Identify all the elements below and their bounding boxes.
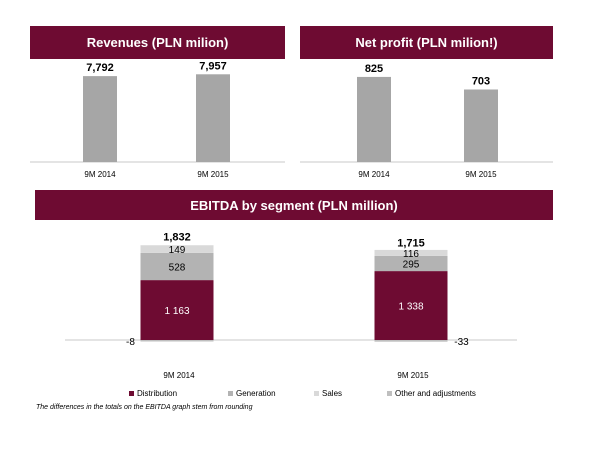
legend-label-1: Generation xyxy=(236,389,276,398)
ebitda-bar-1-label-0: 1 338 xyxy=(398,302,423,313)
footnote: The differences in the totals on the EBI… xyxy=(36,404,253,411)
ebitda-bar-0-segment-1 xyxy=(140,252,214,281)
ebitda-title: EBITDA by segment (PLN million) xyxy=(190,197,398,213)
net-profit-title: Net profit (PLN milion!) xyxy=(355,35,498,50)
legend-label-2: Sales xyxy=(322,389,342,398)
net-profit-x-tick-1: 9M 2015 xyxy=(465,170,497,179)
revenues-chart: 7,792 9M 2014 7,957 9M 2015 xyxy=(30,60,285,179)
net-profit-x-tick-0: 9M 2014 xyxy=(358,170,390,179)
ebitda-total-label-0: 1,832 xyxy=(163,232,191,244)
ebitda-bar-1-segment-1 xyxy=(374,255,448,272)
ebitda-bar-1-label-1: 295 xyxy=(403,259,420,270)
legend-swatch-3 xyxy=(387,391,392,396)
net-profit-bar-0 xyxy=(357,76,391,162)
revenues-title: Revenues (PLN milion) xyxy=(86,35,229,50)
net-profit-value-label-0: 825 xyxy=(365,63,383,75)
legend-swatch-0 xyxy=(129,391,134,396)
ebitda-bar-1-segment-2 xyxy=(374,249,448,256)
revenues-bar-1 xyxy=(196,74,230,162)
revenues-bar-0 xyxy=(83,76,117,162)
legend-swatch-2 xyxy=(314,391,319,396)
revenues-value-label-0: 7,792 xyxy=(86,62,114,74)
ebitda-title-banner: EBITDA by segment (PLN million) xyxy=(35,190,553,220)
ebitda-bar-1-label-2: 116 xyxy=(403,249,419,260)
ebitda-bar-0-segment-0 xyxy=(140,280,214,340)
ebitda-bar-1-segment-0 xyxy=(374,271,448,340)
ebitda-bar-0-label-1: 528 xyxy=(169,263,186,274)
revenues-title-banner: Revenues (PLN milion) xyxy=(30,26,285,59)
revenues-x-tick-0: 9M 2014 xyxy=(84,170,116,179)
ebitda-bar-0-segment-3 xyxy=(140,340,214,342)
net-profit-value-label-1: 703 xyxy=(472,76,490,88)
net-profit-title-banner: Net profit (PLN milion!) xyxy=(300,26,553,59)
ebitda-x-tick-0: 9M 2014 xyxy=(163,371,195,380)
revenues-x-tick-1: 9M 2015 xyxy=(197,170,229,179)
ebitda-bar-0-label-0: 1 163 xyxy=(164,306,189,317)
legend-swatch-1 xyxy=(228,391,233,396)
ebitda-bar-0-label-3: -8 xyxy=(126,337,135,348)
legend-label-3: Other and adjustments xyxy=(395,389,476,398)
net-profit-chart: 825 9M 2014 703 9M 2015 xyxy=(300,63,553,179)
revenues-value-label-1: 7,957 xyxy=(199,60,227,72)
ebitda-bar-0-label-2: 149 xyxy=(169,245,186,256)
net-profit-bar-1 xyxy=(464,89,498,162)
ebitda-bar-1-label-3: -33 xyxy=(454,337,469,348)
legend-label-0: Distribution xyxy=(137,389,177,398)
ebitda-total-label-1: 1,715 xyxy=(397,238,425,250)
ebitda-bar-0-segment-2 xyxy=(140,245,214,253)
ebitda-x-tick-1: 9M 2015 xyxy=(397,371,429,380)
ebitda-bar-1-segment-3 xyxy=(374,340,448,342)
